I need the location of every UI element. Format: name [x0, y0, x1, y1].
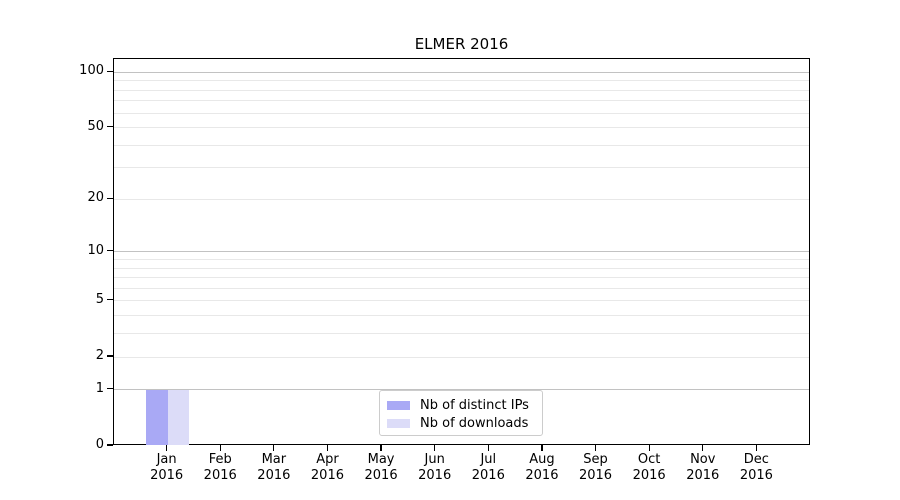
x-tick-label: Sep 2016 — [578, 452, 613, 483]
x-tick-mark — [166, 445, 168, 451]
y-tick-label: 20 — [87, 190, 104, 206]
plot-area: Nb of distinct IPs Nb of downloads — [113, 58, 810, 445]
gridline-minor — [114, 112, 809, 114]
x-tick-label: Oct 2016 — [632, 452, 666, 483]
y-tick-mark — [107, 126, 113, 128]
legend-label-downloads: Nb of downloads — [420, 415, 529, 431]
x-tick-mark — [219, 445, 221, 451]
gridline-minor — [114, 100, 809, 102]
x-tick-label: Jul 2016 — [471, 452, 505, 483]
bar-nb-of-distinct-ips-jan-2016 — [146, 389, 168, 445]
gridline-major — [114, 71, 809, 73]
y-tick-mark — [107, 70, 113, 72]
y-tick-mark — [107, 444, 113, 446]
x-tick-mark — [702, 445, 704, 451]
x-tick-label: Feb 2016 — [203, 452, 237, 483]
y-tick-mark — [107, 355, 113, 357]
x-tick-mark — [326, 445, 329, 451]
y-tick-label: 100 — [79, 63, 104, 79]
y-tick-mark — [107, 388, 113, 390]
x-tick-label: Jan 2016 — [150, 452, 184, 483]
gridline-minor — [114, 80, 809, 82]
x-tick-label: Nov 2016 — [686, 452, 720, 483]
x-tick-mark — [434, 445, 436, 451]
x-tick-mark — [541, 445, 543, 451]
legend-swatch-distinct-ips — [387, 400, 410, 410]
gridline-minor — [114, 356, 809, 358]
gridline-major — [114, 389, 809, 391]
bar-nb-of-downloads-jan-2016 — [167, 389, 189, 445]
legend-swatch-downloads — [387, 418, 410, 428]
gridline-major — [114, 251, 809, 253]
x-tick-label: Dec 2016 — [739, 452, 773, 483]
gridline-minor — [114, 287, 809, 289]
y-tick-label: 1 — [95, 380, 104, 396]
y-tick-label: 5 — [95, 291, 104, 307]
x-tick-label: Jun 2016 — [418, 452, 452, 483]
gridline-minor — [114, 300, 809, 302]
x-tick-mark — [755, 445, 757, 451]
gridline-minor — [114, 167, 809, 169]
x-tick-label: Mar 2016 — [257, 452, 291, 483]
x-tick-mark — [648, 445, 650, 451]
y-tick-mark — [107, 197, 113, 200]
chart-title: ELMER 2016 — [414, 35, 509, 53]
gridline-minor — [114, 267, 809, 269]
legend-item-downloads: Nb of downloads — [387, 414, 534, 432]
legend-item-distinct-ips: Nb of distinct IPs — [387, 396, 534, 414]
y-tick-label: 50 — [87, 118, 104, 134]
gridline-minor — [114, 89, 809, 91]
y-tick-label: 0 — [95, 437, 104, 452]
x-tick-label: May 2016 — [364, 452, 398, 483]
gridline-minor — [114, 333, 809, 335]
x-tick-label: Aug 2016 — [525, 452, 559, 483]
x-tick-mark — [380, 445, 382, 451]
x-tick-mark — [487, 445, 489, 451]
gridline-minor — [114, 315, 809, 317]
x-tick-label: Apr 2016 — [310, 452, 344, 483]
gridline-minor — [114, 198, 809, 200]
legend: Nb of distinct IPs Nb of downloads — [379, 390, 543, 436]
gridline-minor — [114, 144, 809, 146]
gridline-minor — [114, 259, 809, 261]
y-tick-mark — [107, 250, 113, 252]
x-tick-mark — [273, 445, 275, 451]
gridline-minor — [114, 277, 809, 279]
y-tick-label: 10 — [87, 242, 104, 258]
gridline-minor — [114, 127, 809, 129]
y-tick-mark — [107, 299, 113, 301]
y-tick-label: 2 — [95, 348, 104, 364]
x-tick-mark — [594, 445, 597, 451]
legend-label-distinct-ips: Nb of distinct IPs — [420, 397, 529, 413]
